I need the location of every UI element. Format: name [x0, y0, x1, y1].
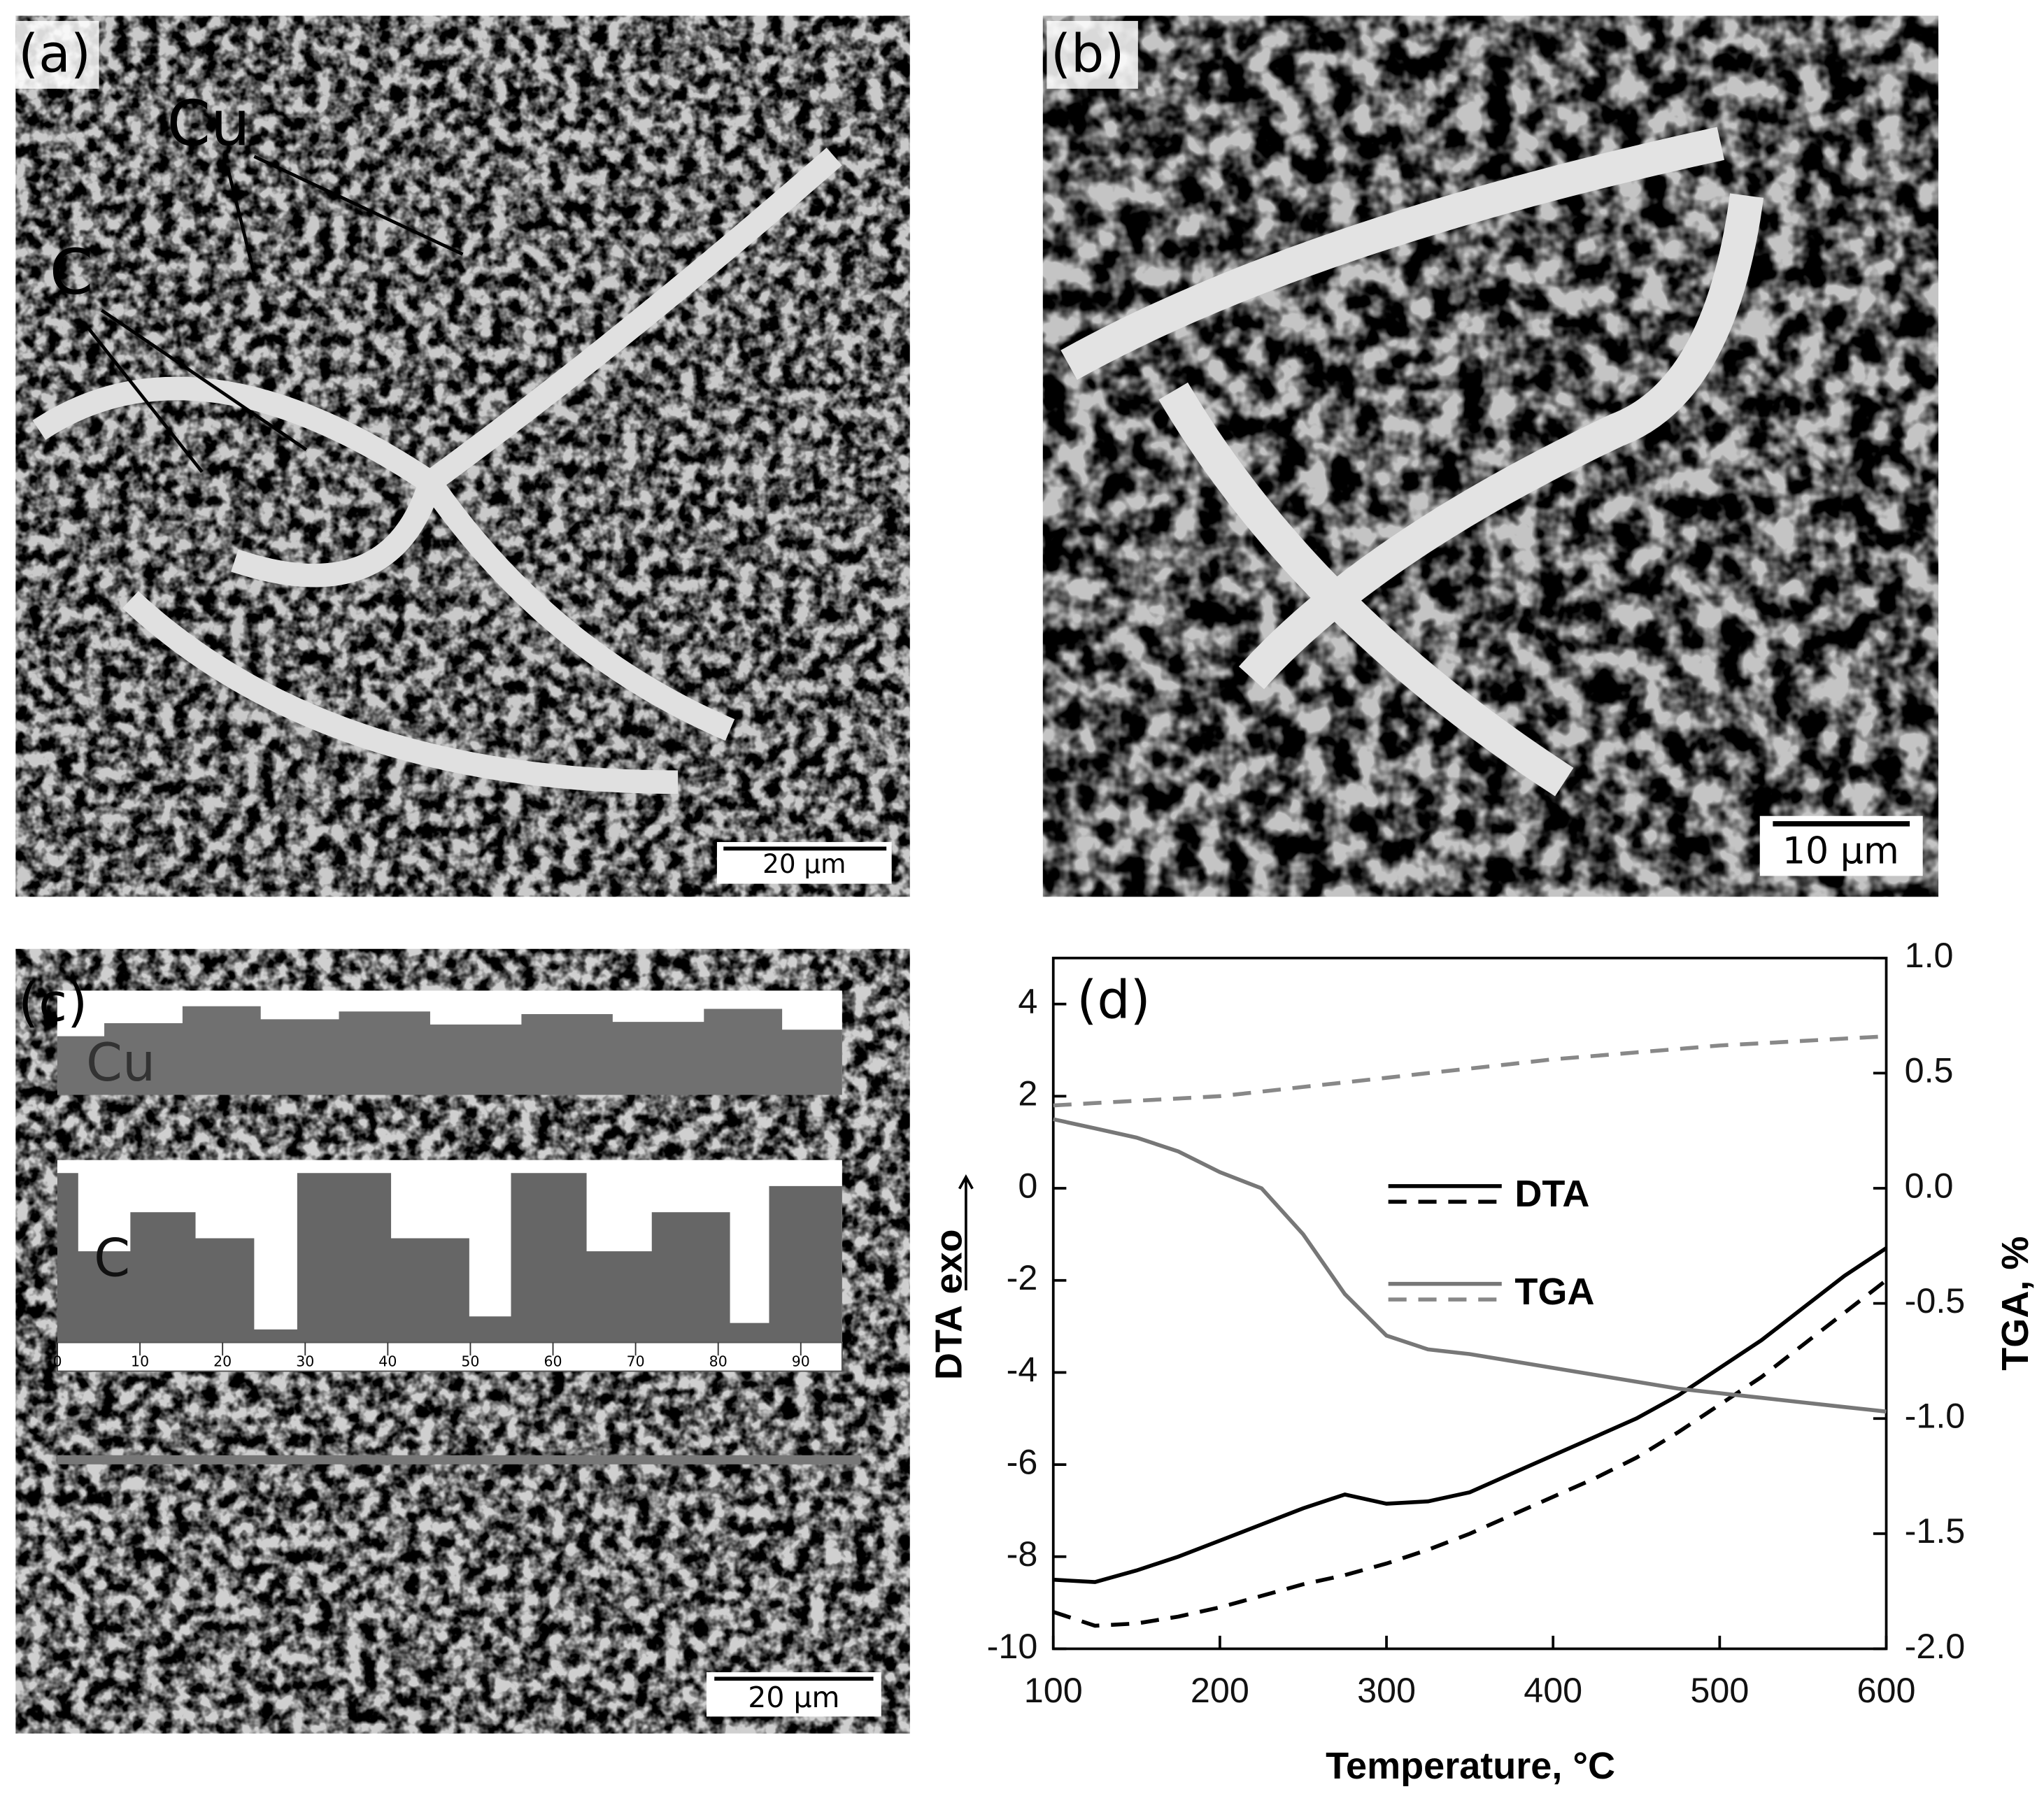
micrograph-texture — [1042, 15, 1939, 897]
ruler-label: 30 — [296, 1353, 314, 1370]
x-tick-label: 200 — [1191, 1670, 1249, 1710]
annotation: Cu — [167, 87, 250, 160]
series-line — [1053, 1034, 1887, 1108]
legend-label: TGA — [1514, 1271, 1594, 1313]
profile-label: C — [94, 1228, 130, 1289]
scale-bar-label: 10 µm — [1782, 831, 1899, 873]
profile-label: Cu — [86, 1032, 155, 1093]
ruler-label: 80 — [709, 1353, 728, 1370]
y2-tick-label: -1.5 — [1905, 1511, 1966, 1551]
x-tick-label: 300 — [1357, 1670, 1416, 1710]
ruler-label: 50 — [461, 1353, 479, 1370]
annotation-leaders — [87, 155, 464, 473]
panel-c: 0 10 20 30 40 50 60 70 80 90 Cu C (c) 20 µm — [15, 948, 910, 1734]
y-tick-label: -4 — [1007, 1350, 1038, 1390]
y2-tick-label: -0.5 — [1905, 1281, 1966, 1320]
y-tick-label: 0 — [1018, 1165, 1037, 1205]
plot-frame — [1051, 956, 1888, 1651]
panel-d: (d) Temperature, °C DTA exo TGA, % 100 20… — [928, 935, 2036, 1787]
legend-label: DTA — [1514, 1173, 1589, 1215]
y-axis-note: exo — [928, 1229, 970, 1294]
y-tick-label: -6 — [1007, 1441, 1038, 1481]
profile-ruler — [57, 1341, 843, 1372]
exo-arrow — [958, 1174, 974, 1291]
ruler-label: 0 — [52, 1353, 62, 1370]
panel-a: (a) Cu C 20 µm — [15, 15, 910, 897]
x-tick-label: 600 — [1857, 1670, 1916, 1710]
x-tick-label: 100 — [1024, 1670, 1083, 1710]
panel-label: (c) — [18, 972, 87, 1033]
series-line — [1052, 1278, 1888, 1628]
x-tick-label: 400 — [1524, 1670, 1582, 1710]
panel-b: (b) 10 µm — [1042, 15, 1939, 897]
y2-tick-label: 1.0 — [1905, 935, 1954, 975]
ruler-label: 60 — [544, 1353, 562, 1370]
panel-label: (a) — [18, 24, 91, 85]
y-axis-title: DTA — [928, 1305, 970, 1380]
panel-label: (b) — [1051, 24, 1124, 85]
y-tick-label: -2 — [1007, 1257, 1038, 1297]
ruler-label: 40 — [378, 1353, 397, 1370]
x-tick-label: 500 — [1690, 1670, 1749, 1710]
series-line — [1053, 1117, 1887, 1414]
cu-profile — [57, 1006, 842, 1095]
y2-tick-label: 0.5 — [1905, 1050, 1954, 1090]
y-tick-label: -8 — [1007, 1534, 1038, 1574]
y2-axis-title: TGA, % — [1994, 1237, 2036, 1371]
ruler-label: 90 — [792, 1353, 810, 1370]
grain-boundary — [1060, 127, 1764, 797]
y-tick-label: -10 — [987, 1626, 1038, 1666]
label-bg — [15, 20, 99, 89]
panel-label: (d) — [1077, 970, 1150, 1031]
y-tick-label: 2 — [1018, 1074, 1037, 1113]
ruler-label: 10 — [131, 1353, 149, 1370]
y2-tick-label: -1.0 — [1905, 1396, 1966, 1436]
c-profile — [57, 1173, 842, 1343]
ruler-label: 20 — [213, 1353, 232, 1370]
series-line — [1053, 1246, 1888, 1584]
y-tick-label: 4 — [1018, 981, 1037, 1021]
y2-tick-label: 0.0 — [1905, 1165, 1954, 1205]
scale-bar-label: 20 µm — [762, 848, 846, 879]
label-bg — [1046, 20, 1138, 89]
grain-boundary — [32, 148, 842, 795]
scale-bar-label: 20 µm — [748, 1681, 839, 1714]
x-axis-title: Temperature, °C — [1326, 1745, 1615, 1787]
ruler-label: 70 — [627, 1353, 645, 1370]
y2-tick-label: -2.0 — [1905, 1626, 1966, 1666]
profile-ticks: 0 10 20 30 40 50 60 70 80 90 — [52, 1342, 810, 1370]
annotation: C — [50, 236, 93, 309]
